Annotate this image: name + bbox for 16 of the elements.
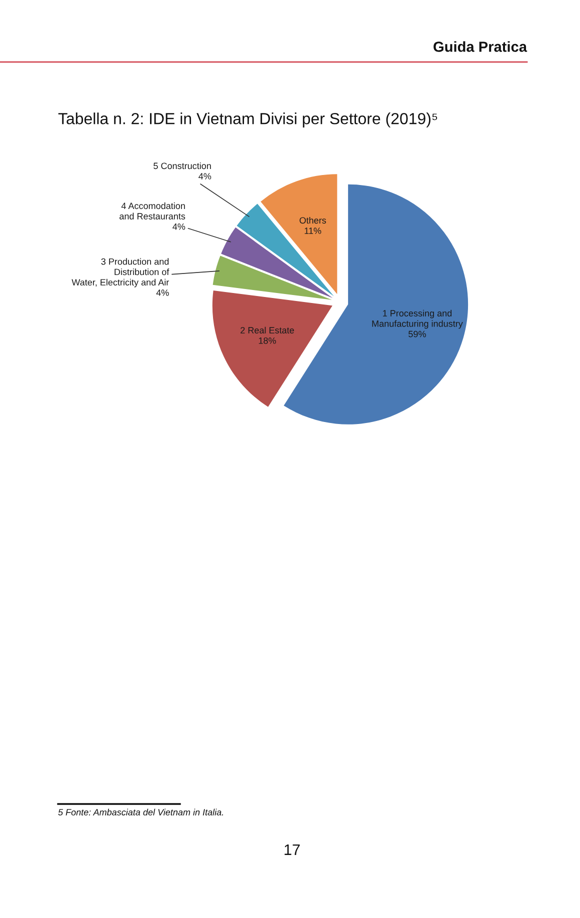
chart-title: Tabella n. 2: IDE in Vietnam Divisi per Settore (2019)⁵ (58, 112, 438, 128)
text: Guida Pratica (434, 41, 528, 52)
data-label: 4% (172, 223, 186, 230)
data-label: 18% (258, 337, 276, 344)
slice-label: 2 Real Estate (240, 326, 294, 334)
text: 5 Fonte: Ambasciata del Vietnam in Italia. (58, 808, 223, 816)
slice-label: Others (300, 216, 326, 224)
slice-label: 3 Production and Distribution of Water, Electricity and Air (72, 258, 170, 288)
slice-label: 1 Processing and Manufacturing industry (372, 310, 463, 329)
data-label: 59% (408, 330, 426, 338)
text: 17 (284, 844, 300, 855)
slice-label: 4 Accomodation and Restaurants (120, 202, 186, 220)
slice-label: 5 Construction (154, 162, 211, 170)
data-label: 11% (304, 228, 322, 234)
data-label: 4% (198, 173, 212, 180)
data-label: 4% (156, 290, 169, 296)
